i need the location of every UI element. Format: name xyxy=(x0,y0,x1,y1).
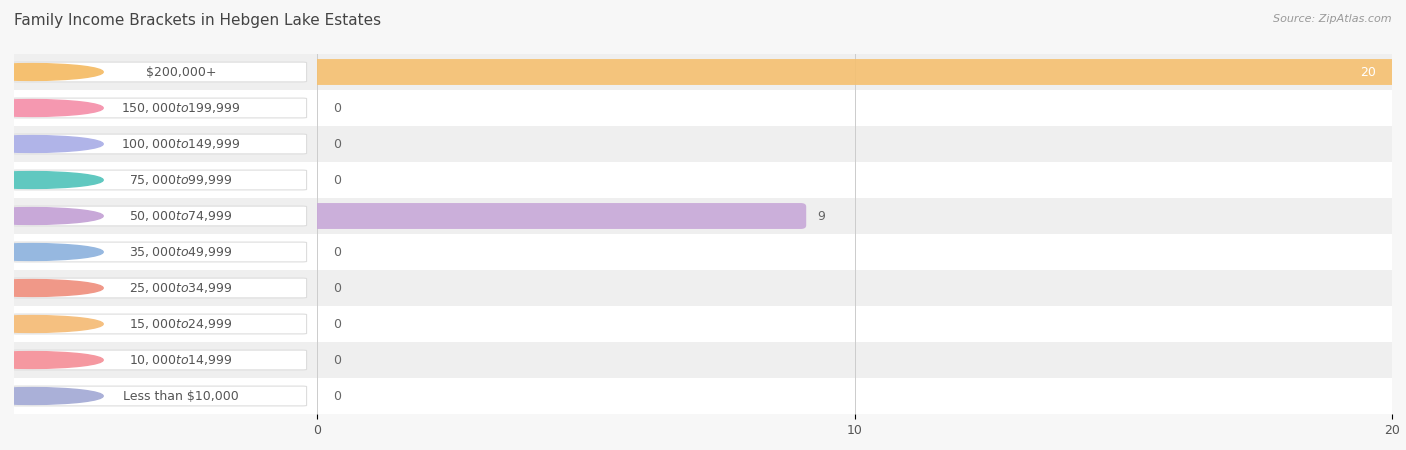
Circle shape xyxy=(0,63,103,81)
Text: 0: 0 xyxy=(333,318,342,330)
Bar xyxy=(318,162,1392,198)
Bar xyxy=(14,378,318,414)
Text: 0: 0 xyxy=(333,174,342,186)
Text: $100,000 to $149,999: $100,000 to $149,999 xyxy=(121,137,240,151)
Text: 20: 20 xyxy=(1360,66,1376,78)
Circle shape xyxy=(0,135,103,153)
Bar xyxy=(318,270,1392,306)
FancyBboxPatch shape xyxy=(312,203,806,229)
Bar xyxy=(318,126,1392,162)
Text: 0: 0 xyxy=(333,390,342,402)
Text: 0: 0 xyxy=(333,246,342,258)
FancyBboxPatch shape xyxy=(13,242,307,262)
Bar xyxy=(14,306,318,342)
Bar xyxy=(318,306,1392,342)
Text: $10,000 to $14,999: $10,000 to $14,999 xyxy=(129,353,232,367)
Text: Source: ZipAtlas.com: Source: ZipAtlas.com xyxy=(1274,14,1392,23)
Circle shape xyxy=(0,279,103,297)
FancyBboxPatch shape xyxy=(13,134,307,154)
Text: $50,000 to $74,999: $50,000 to $74,999 xyxy=(129,209,232,223)
Text: 0: 0 xyxy=(333,282,342,294)
Text: $200,000+: $200,000+ xyxy=(146,66,217,78)
Bar xyxy=(318,198,1392,234)
FancyBboxPatch shape xyxy=(13,62,307,82)
Text: $150,000 to $199,999: $150,000 to $199,999 xyxy=(121,101,240,115)
FancyBboxPatch shape xyxy=(13,98,307,118)
Text: 0: 0 xyxy=(333,102,342,114)
Bar xyxy=(318,54,1392,90)
FancyBboxPatch shape xyxy=(13,314,307,334)
Text: 0: 0 xyxy=(333,354,342,366)
Text: $35,000 to $49,999: $35,000 to $49,999 xyxy=(129,245,232,259)
Bar xyxy=(318,378,1392,414)
Text: $75,000 to $99,999: $75,000 to $99,999 xyxy=(129,173,232,187)
Circle shape xyxy=(0,207,103,225)
Text: $25,000 to $34,999: $25,000 to $34,999 xyxy=(129,281,232,295)
Bar xyxy=(318,90,1392,126)
Bar xyxy=(318,342,1392,378)
Text: 9: 9 xyxy=(817,210,825,222)
Text: 0: 0 xyxy=(333,138,342,150)
FancyBboxPatch shape xyxy=(312,59,1398,85)
Text: $15,000 to $24,999: $15,000 to $24,999 xyxy=(129,317,232,331)
Bar xyxy=(14,162,318,198)
Text: Less than $10,000: Less than $10,000 xyxy=(122,390,239,402)
Bar xyxy=(14,54,318,90)
FancyBboxPatch shape xyxy=(13,278,307,298)
Circle shape xyxy=(0,99,103,117)
Bar xyxy=(318,234,1392,270)
FancyBboxPatch shape xyxy=(13,386,307,406)
Bar xyxy=(14,198,318,234)
Bar xyxy=(14,126,318,162)
Bar xyxy=(14,90,318,126)
Bar xyxy=(14,270,318,306)
Circle shape xyxy=(0,315,103,333)
Bar xyxy=(14,342,318,378)
Circle shape xyxy=(0,171,103,189)
Text: Family Income Brackets in Hebgen Lake Estates: Family Income Brackets in Hebgen Lake Es… xyxy=(14,14,381,28)
Circle shape xyxy=(0,387,103,405)
FancyBboxPatch shape xyxy=(13,170,307,190)
Bar xyxy=(14,234,318,270)
Circle shape xyxy=(0,351,103,369)
Circle shape xyxy=(0,243,103,261)
FancyBboxPatch shape xyxy=(13,350,307,370)
FancyBboxPatch shape xyxy=(13,206,307,226)
